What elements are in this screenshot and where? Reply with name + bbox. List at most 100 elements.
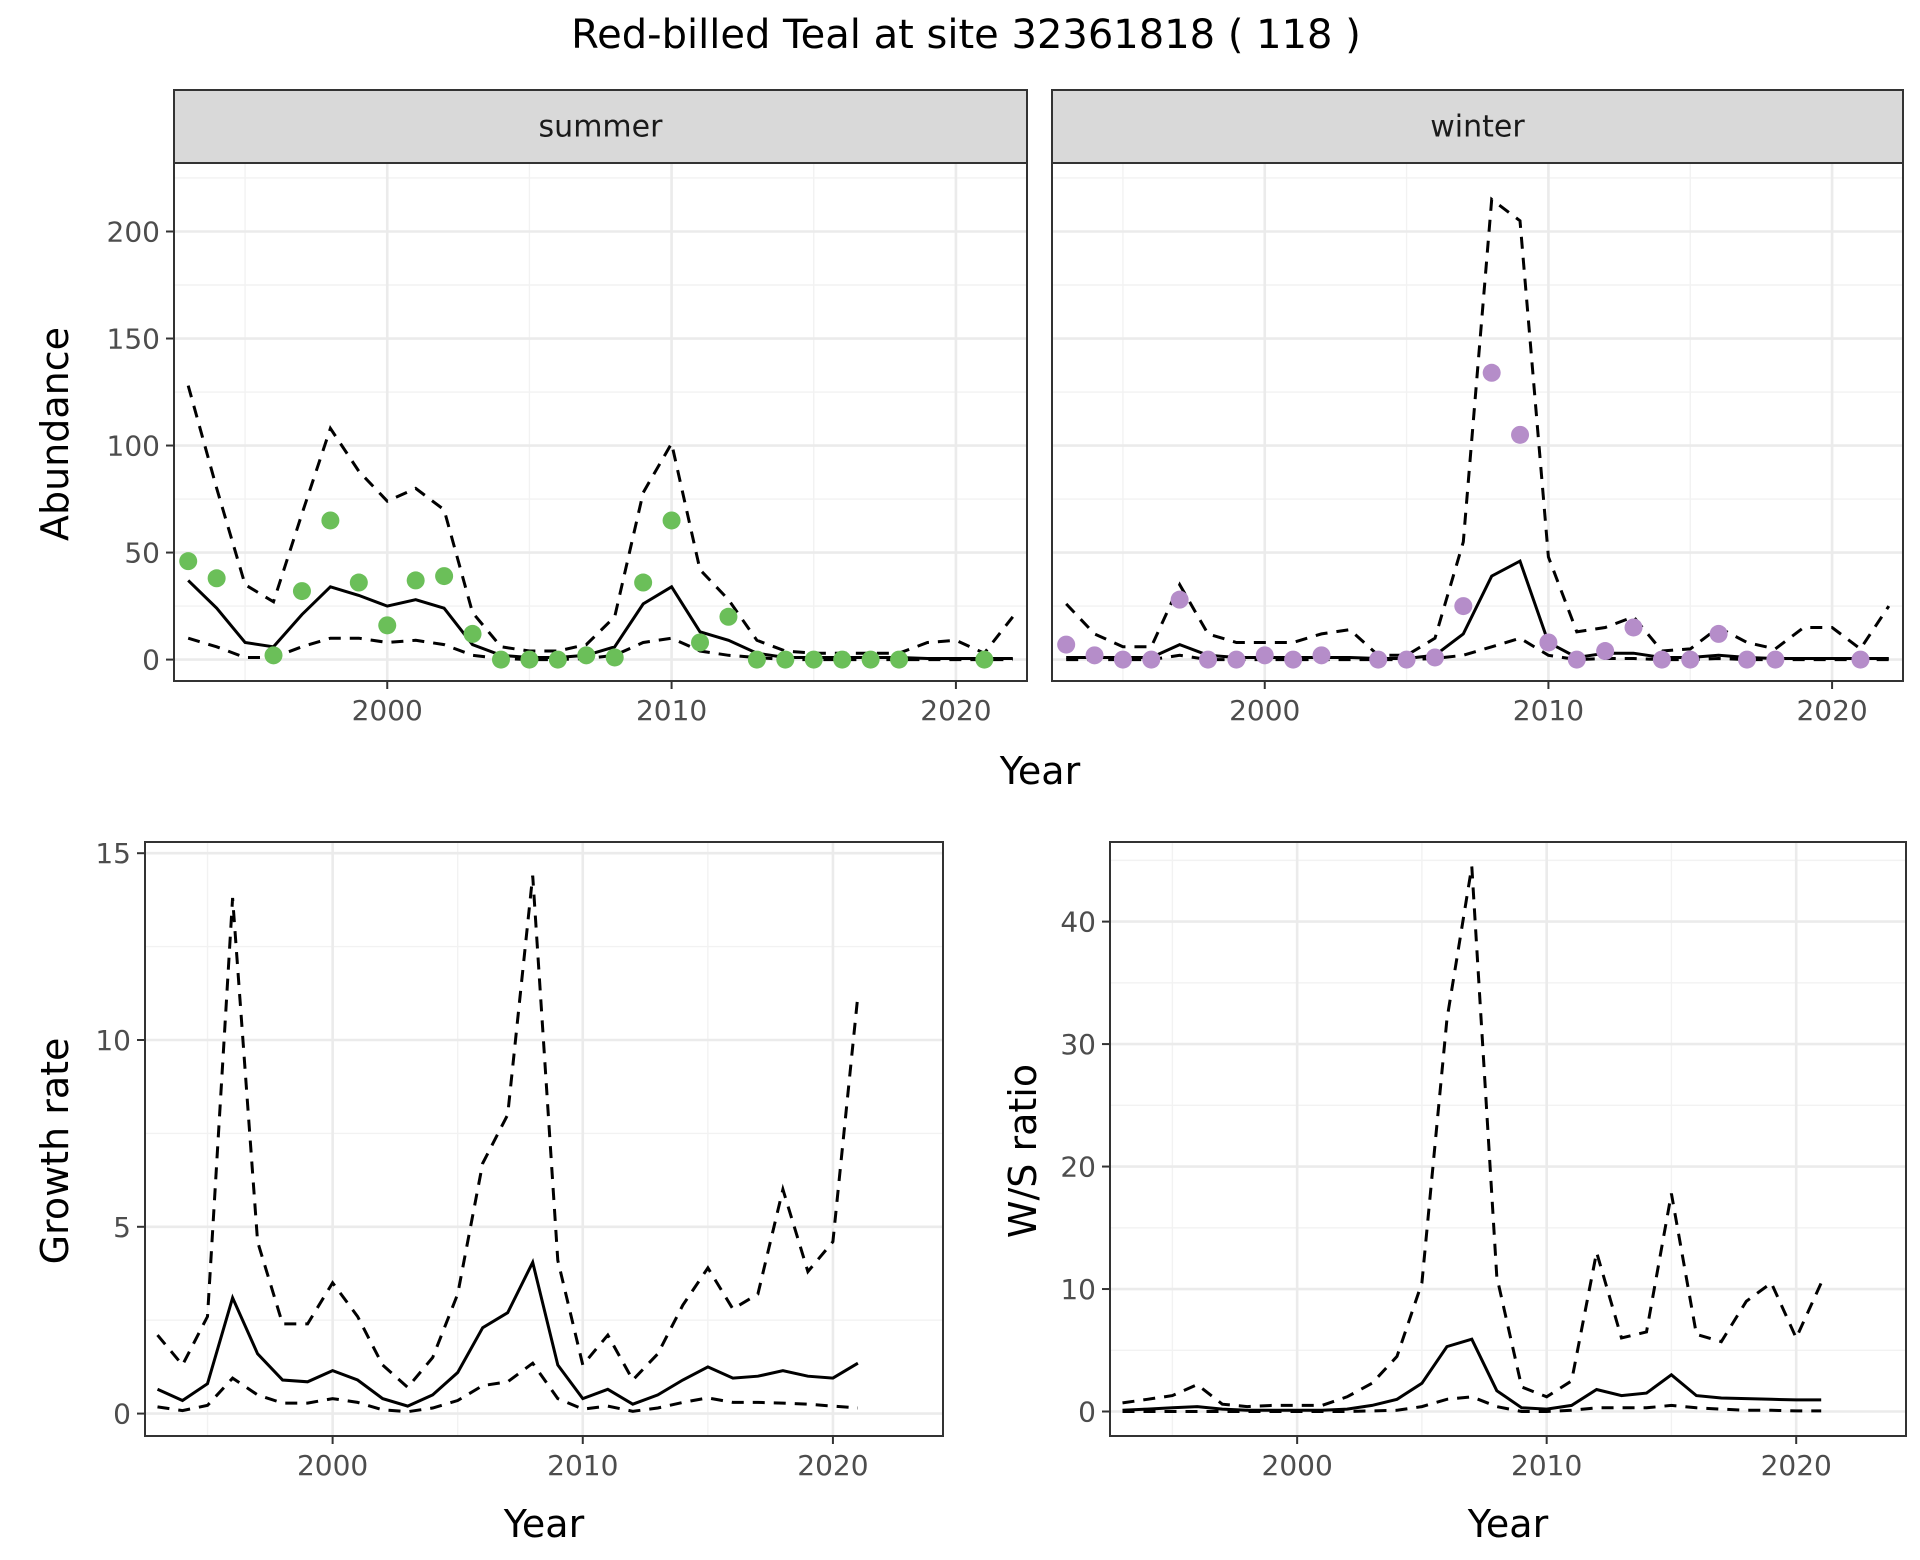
observed-point <box>804 650 823 669</box>
estimate-line <box>156 1257 859 1408</box>
observed-point <box>406 571 425 590</box>
lower-bound-line <box>1122 1395 1822 1413</box>
x-tick-label: 2020 <box>1761 1449 1832 1482</box>
observed-point <box>349 573 368 592</box>
y-tick-label: 0 <box>142 644 160 677</box>
observed-point <box>1255 646 1274 665</box>
observed-point <box>776 650 795 669</box>
observed-point <box>1624 618 1643 637</box>
x-tick-label: 2010 <box>1513 694 1584 727</box>
observed-point <box>975 650 994 669</box>
y-tick-label: 10 <box>95 1024 131 1057</box>
x-axis-title: Year <box>1467 1502 1549 1546</box>
observed-point <box>605 648 624 667</box>
x-tick-label: 2010 <box>1511 1449 1582 1482</box>
observed-point <box>207 569 226 588</box>
y-tick-label: 200 <box>107 215 160 248</box>
x-tick-label: 2000 <box>297 1449 368 1482</box>
observed-point <box>1567 650 1586 669</box>
y-tick-label: 0 <box>1078 1396 1096 1429</box>
y-tick-label: 100 <box>107 430 160 463</box>
upper-bound-line <box>1065 196 1891 657</box>
observed-point <box>1397 650 1416 669</box>
observed-point <box>1709 624 1728 643</box>
observed-point <box>634 573 653 592</box>
observed-point <box>264 646 283 665</box>
y-tick-label: 150 <box>107 323 160 356</box>
panel-growth-rate: 2000 2010 2020 0 5 10 15 Growth rate Year <box>33 837 944 1546</box>
observed-point <box>833 650 852 669</box>
y-tick-label: 20 <box>1060 1151 1096 1184</box>
observed-point <box>1596 642 1615 661</box>
x-axis-title: Year <box>503 1502 585 1546</box>
observed-point <box>491 650 510 669</box>
panel-border <box>1109 841 1907 1437</box>
observed-point <box>719 607 738 626</box>
y-axis-title: Abundance <box>33 327 77 541</box>
observed-point <box>1851 650 1870 669</box>
observed-point <box>1199 650 1218 669</box>
observed-point <box>1482 363 1501 382</box>
observed-point <box>179 552 198 571</box>
strip-summer <box>173 89 1028 164</box>
observed-point <box>1227 650 1246 669</box>
observed-point <box>1681 650 1700 669</box>
observed-point <box>520 650 539 669</box>
panel-abundance-winter: winter 2000 2010 2020 <box>1051 89 1904 727</box>
observed-point <box>577 646 596 665</box>
panel-border <box>144 841 944 1437</box>
observed-point <box>1511 425 1530 444</box>
observed-point <box>1737 650 1756 669</box>
observed-point <box>378 616 397 635</box>
observed-point <box>548 650 567 669</box>
strip-label: winter <box>1430 110 1525 145</box>
observed-point <box>1539 633 1558 652</box>
strip-label: summer <box>539 110 664 145</box>
observed-point <box>1113 650 1132 669</box>
strip-winter <box>1051 89 1904 164</box>
x-tick-label: 2020 <box>920 694 991 727</box>
observed-point <box>691 633 710 652</box>
observed-point <box>747 650 766 669</box>
observed-point <box>463 624 482 643</box>
x-tick-label: 2000 <box>352 694 423 727</box>
y-axis-title: W/S ratio <box>1001 1064 1045 1238</box>
y-tick-label: 5 <box>113 1211 131 1244</box>
panel-abundance-summer: summer 2000 2010 2020 0 50 100 150 200 Abundance <box>33 89 1028 727</box>
y-tick-label: 0 <box>113 1398 131 1431</box>
observed-point <box>1170 590 1189 609</box>
observed-point <box>1454 597 1473 616</box>
observed-point <box>1142 650 1161 669</box>
lower-bound-line <box>157 1361 859 1414</box>
x-tick-label: 2020 <box>1796 694 1867 727</box>
observed-point <box>1369 650 1388 669</box>
observed-point <box>1057 635 1076 654</box>
observed-point <box>1284 650 1303 669</box>
x-tick-label: 2010 <box>547 1449 618 1482</box>
observed-point <box>861 650 880 669</box>
observed-point <box>1085 646 1104 665</box>
observed-point <box>662 511 681 530</box>
observed-point <box>1766 650 1785 669</box>
upper-bound-line <box>156 875 860 1390</box>
observed-point <box>435 567 454 586</box>
y-tick-label: 30 <box>1060 1028 1096 1061</box>
x-tick-label: 2020 <box>797 1449 868 1482</box>
x-tick-label: 2000 <box>1229 694 1300 727</box>
y-tick-label: 50 <box>124 537 160 570</box>
upper-bound-line <box>186 385 1014 656</box>
y-tick-label: 10 <box>1060 1273 1096 1306</box>
observed-point <box>1312 646 1331 665</box>
observed-point <box>292 582 311 601</box>
plot-background <box>145 842 943 1436</box>
y-axis-title: Growth rate <box>33 1038 77 1265</box>
estimate-line <box>1122 1337 1822 1412</box>
observed-point <box>1652 650 1671 669</box>
x-tick-label: 2010 <box>636 694 707 727</box>
x-tick-label: 2000 <box>1262 1449 1333 1482</box>
observed-point <box>890 650 909 669</box>
plot-background <box>174 163 1027 681</box>
y-tick-label: 15 <box>95 837 131 870</box>
